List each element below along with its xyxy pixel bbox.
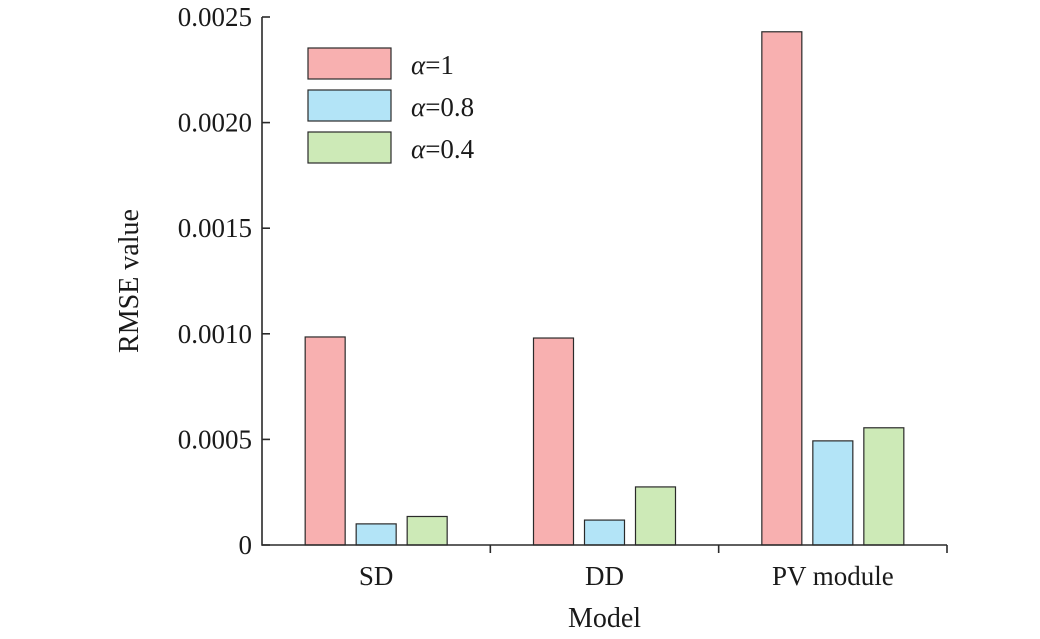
x-tick-label: DD — [585, 561, 624, 591]
legend-alpha-symbol: α — [411, 134, 426, 164]
y-tick-label: 0.0025 — [178, 2, 252, 32]
y-axis-title: RMSE value — [114, 209, 145, 353]
x-axis-title: Model — [568, 603, 641, 634]
x-tick-label: SD — [359, 561, 394, 591]
bar-dd-series-2 — [583, 519, 626, 546]
legend-value: =0.8 — [425, 92, 474, 122]
bar-sd-series-3 — [406, 515, 448, 546]
bar-sd-series-1 — [304, 336, 346, 546]
legend-label: α=0.4 — [411, 134, 475, 164]
bar-dd-series-1 — [532, 337, 575, 546]
y-axis-ticks: 0 0.0005 0.0010 0.0015 0.0020 0.0025 — [178, 2, 270, 560]
y-tick-label: 0 — [239, 530, 253, 560]
y-tick-label: 0.0020 — [178, 108, 252, 138]
x-tick-label: PV module — [772, 561, 894, 591]
legend-label: α=0.8 — [411, 92, 474, 122]
bars — [304, 31, 905, 546]
bar-pv-module-series-3 — [863, 427, 905, 546]
legend-label: α=1 — [411, 50, 454, 80]
axis-lines — [261, 17, 947, 546]
bar-sd-series-2 — [355, 523, 397, 546]
legend-alpha-symbol: α — [411, 92, 426, 122]
y-tick-label: 0.0010 — [178, 319, 252, 349]
y-tick-label: 0.0015 — [178, 213, 252, 243]
legend-alpha-symbol: α — [411, 50, 426, 80]
y-tick-label: 0.0005 — [178, 424, 252, 454]
bar-dd-series-3 — [634, 486, 677, 546]
legend-value: =1 — [425, 50, 454, 80]
bar-pv-module-series-1 — [761, 31, 803, 546]
x-axis-ticks: SD DD PV module — [359, 545, 948, 591]
legend-swatch — [307, 131, 392, 164]
legend-swatch — [307, 47, 392, 80]
legend: α=1α=0.8α=0.4 — [307, 47, 475, 164]
legend-swatch — [307, 89, 392, 122]
bar-pv-module-series-2 — [812, 440, 854, 546]
legend-value: =0.4 — [425, 134, 474, 164]
